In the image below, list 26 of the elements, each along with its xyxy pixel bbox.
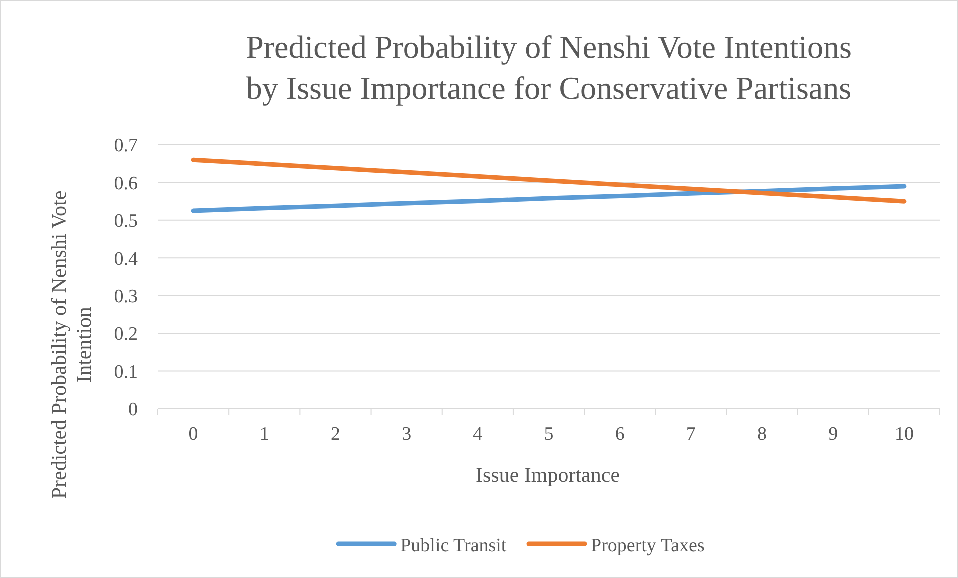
y-tick-label: 0.2 (114, 324, 138, 346)
y-tick-label: 0 (128, 400, 138, 421)
line-series (191, 158, 907, 204)
y-tick-label: 0.7 (114, 136, 138, 157)
y-tick-label: 0.5 (114, 211, 138, 232)
x-tick-label: 0 (188, 424, 198, 445)
y-tick-label: 0.6 (114, 173, 138, 194)
x-tick-label: 7 (686, 424, 696, 445)
x-tick-label: 1 (260, 424, 270, 445)
y-tick-label: 0.3 (114, 286, 138, 308)
line-series (191, 184, 907, 214)
x-tick-label: 8 (758, 424, 768, 445)
y-axis-title: Predicted Probability of Nenshi Vote Intention (47, 190, 96, 500)
x-axis-title: Issue Importance (476, 463, 620, 487)
y-tick-label: 0.4 (114, 248, 138, 270)
legend-label: Property Taxes (591, 536, 705, 557)
y-tick-label: 0.1 (114, 362, 138, 383)
chart-title: Predicted Probability of Nenshi Vote Intentions by Issue Importance for Conservative Partisans (246, 29, 852, 106)
legend-label: Public Transit (400, 536, 508, 557)
x-tick-label: 6 (615, 424, 625, 445)
x-tick-label: 3 (402, 424, 412, 445)
x-tick-label: 4 (473, 424, 484, 445)
x-tick-label: 2 (330, 424, 340, 445)
x-tick-label: 5 (544, 424, 554, 445)
x-tick-label: 9 (828, 424, 838, 445)
x-tick-label: 10 (894, 424, 914, 445)
